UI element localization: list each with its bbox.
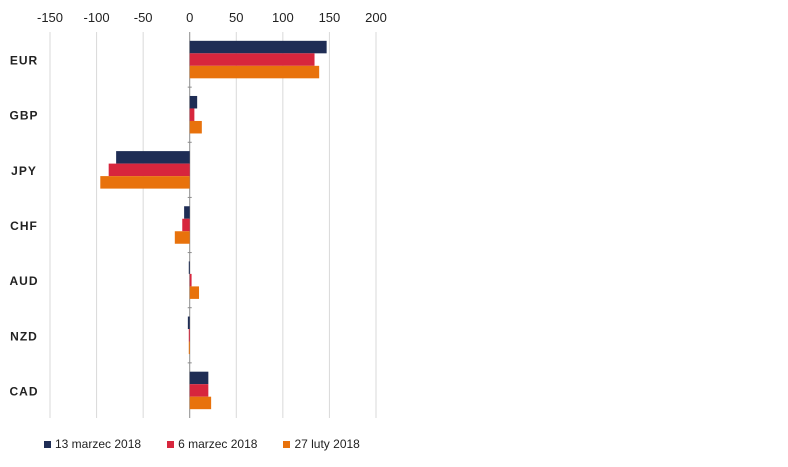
category-labels: EUR GBP JPY CHF AUD NZD CAD	[9, 54, 39, 399]
legend-label: 13 marzec 2018	[55, 437, 142, 451]
gridlines	[49, 32, 377, 418]
legend-swatch	[44, 440, 51, 448]
category-label: JPY	[11, 164, 37, 178]
x-tick-label: 100	[272, 10, 294, 25]
bar	[188, 341, 190, 355]
bar	[189, 108, 195, 121]
legend-label: 6 marzec 2018	[178, 437, 258, 451]
bar	[182, 218, 190, 232]
legend-swatch	[283, 440, 291, 448]
category-label: AUD	[10, 274, 39, 288]
legend-item: 27 luty 2018	[283, 437, 360, 451]
category-label: CHF	[10, 219, 38, 233]
legend-item: 6 marzec 2018	[167, 437, 257, 451]
x-tick-label: 200	[365, 10, 387, 25]
legend-item: 13 marzec 2018	[44, 437, 141, 451]
category-label: EUR	[10, 54, 38, 68]
x-tick-label: -50	[134, 10, 153, 25]
x-tick-label: 0	[186, 10, 193, 25]
bar	[188, 261, 190, 274]
category-label: CAD	[10, 384, 39, 398]
legend-swatch	[167, 440, 175, 448]
bar	[189, 40, 327, 54]
bar	[189, 65, 320, 79]
category-label: GBP	[9, 109, 38, 123]
x-tick-label: 50	[229, 10, 243, 25]
bars	[100, 40, 327, 410]
legend: 13 marzec 2018 6 marzec 2018 27 luty 2018	[44, 437, 360, 451]
bar	[188, 329, 190, 342]
x-tick-label: -100	[84, 10, 110, 25]
bar	[189, 273, 192, 287]
category-label: NZD	[10, 329, 38, 343]
bar	[187, 316, 190, 330]
x-tick-label: -150	[37, 10, 63, 25]
bar	[108, 163, 190, 177]
bar	[174, 231, 190, 244]
bar	[189, 286, 200, 299]
bar	[189, 396, 212, 410]
x-tick-label: 150	[319, 10, 341, 25]
bar	[189, 384, 209, 397]
bar	[189, 120, 202, 134]
bar	[184, 206, 190, 219]
bar	[100, 176, 190, 189]
legend-label: 27 luty 2018	[294, 437, 360, 451]
bar	[189, 371, 209, 385]
bar	[189, 95, 198, 109]
bar	[116, 151, 190, 164]
x-tick-labels: -150 -100 -50 0 50 100 150 200	[37, 10, 387, 25]
bar	[189, 53, 315, 66]
